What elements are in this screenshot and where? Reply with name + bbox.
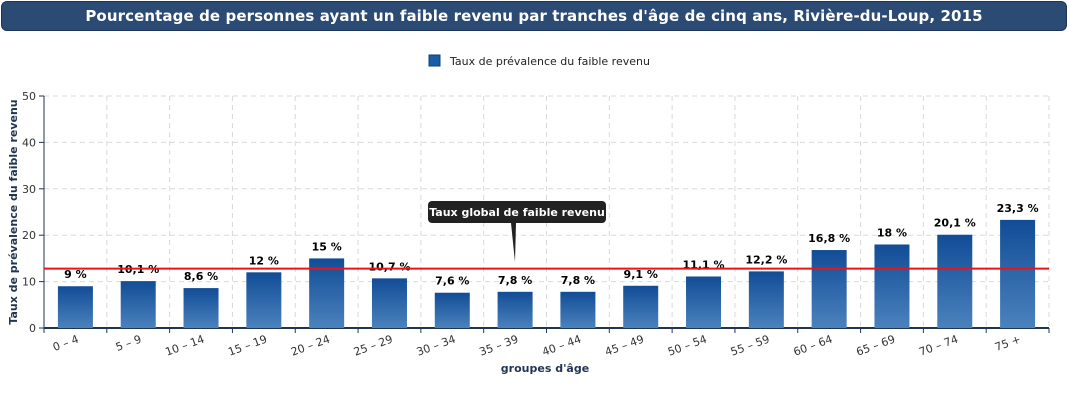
data-label: 7,8 % [498, 274, 532, 287]
bar[interactable] [623, 285, 659, 328]
x-tick-label: 75 + [993, 333, 1023, 354]
bar[interactable] [811, 250, 847, 328]
data-label: 10,1 % [117, 263, 159, 276]
bar[interactable] [497, 291, 533, 328]
bar[interactable] [1000, 219, 1036, 328]
x-tick-label: 25 – 29 [352, 333, 395, 359]
chart-title: Pourcentage de personnes ayant un faible… [1, 1, 1067, 31]
tooltip-pointer [511, 223, 516, 262]
data-label: 10,7 % [368, 260, 410, 273]
x-tick-label: 65 – 69 [854, 333, 897, 359]
bar[interactable] [371, 278, 407, 328]
data-label: 23,3 % [997, 202, 1039, 215]
bar[interactable] [874, 244, 910, 328]
tooltip-box [428, 201, 606, 223]
tooltip-label: Taux global de faible revenu [429, 206, 605, 219]
data-label: 7,6 % [435, 275, 469, 288]
x-tick-label: 60 – 64 [792, 333, 835, 359]
bar[interactable] [937, 234, 973, 328]
bars [57, 219, 1036, 328]
y-tick-label: 0 [29, 322, 36, 335]
reference-line-tooltip: Taux global de faible revenu [428, 201, 606, 262]
data-label: 12 % [249, 254, 279, 267]
bar[interactable] [434, 292, 470, 328]
y-tick-label: 20 [22, 229, 36, 242]
data-labels: 9 % 10,1 % 8,6 % 12 % 15 % 10,7 % 7,6 % 7,8 % 7,… [64, 202, 1038, 288]
y-axis-title: Taux de prévalence du faible revenu [7, 99, 20, 324]
data-label: 9,1 % [624, 268, 658, 281]
data-label: 15 % [312, 240, 342, 253]
x-tick-label: 5 – 9 [114, 333, 143, 354]
bar[interactable] [560, 291, 596, 328]
y-tick-label: 30 [22, 183, 36, 196]
x-tick-label: 0 – 4 [51, 333, 80, 354]
bar[interactable] [309, 258, 345, 328]
legend-label: Taux de prévalence du faible revenu [449, 55, 650, 68]
x-tick-label: 30 – 34 [415, 333, 458, 359]
data-label: 18 % [877, 226, 907, 239]
y-tick-label: 10 [22, 276, 36, 289]
x-tick-label: 40 – 44 [540, 333, 583, 359]
x-tick-label: 35 – 39 [478, 333, 521, 359]
data-label: 20,1 % [934, 217, 976, 230]
x-tick-label: 15 – 19 [226, 333, 269, 359]
x-tick-label: 50 – 54 [666, 333, 709, 359]
y-tick-label: 50 [22, 90, 36, 103]
legend-swatch [428, 54, 441, 67]
bar[interactable] [686, 276, 722, 328]
y-tick-label: 40 [22, 136, 36, 149]
x-tick-label: 20 – 24 [289, 333, 332, 359]
x-tick-label: 10 – 14 [164, 333, 207, 359]
bar[interactable] [748, 271, 784, 328]
x-tick-label: 70 – 74 [917, 333, 960, 359]
x-axis-title: groupes d'âge [501, 362, 589, 375]
data-label: 16,8 % [808, 232, 850, 245]
x-tick-label: 45 – 49 [603, 333, 646, 359]
bar[interactable] [57, 286, 93, 328]
bar[interactable] [183, 288, 219, 328]
x-tick-label: 55 – 59 [729, 333, 772, 359]
data-label: 12,2 % [745, 253, 787, 266]
data-label: 7,8 % [561, 274, 595, 287]
data-label: 9 % [64, 268, 87, 281]
bar[interactable] [246, 272, 282, 328]
data-label: 8,6 % [184, 270, 218, 283]
legend[interactable]: Taux de prévalence du faible revenu [428, 54, 650, 68]
bar[interactable] [120, 281, 156, 328]
